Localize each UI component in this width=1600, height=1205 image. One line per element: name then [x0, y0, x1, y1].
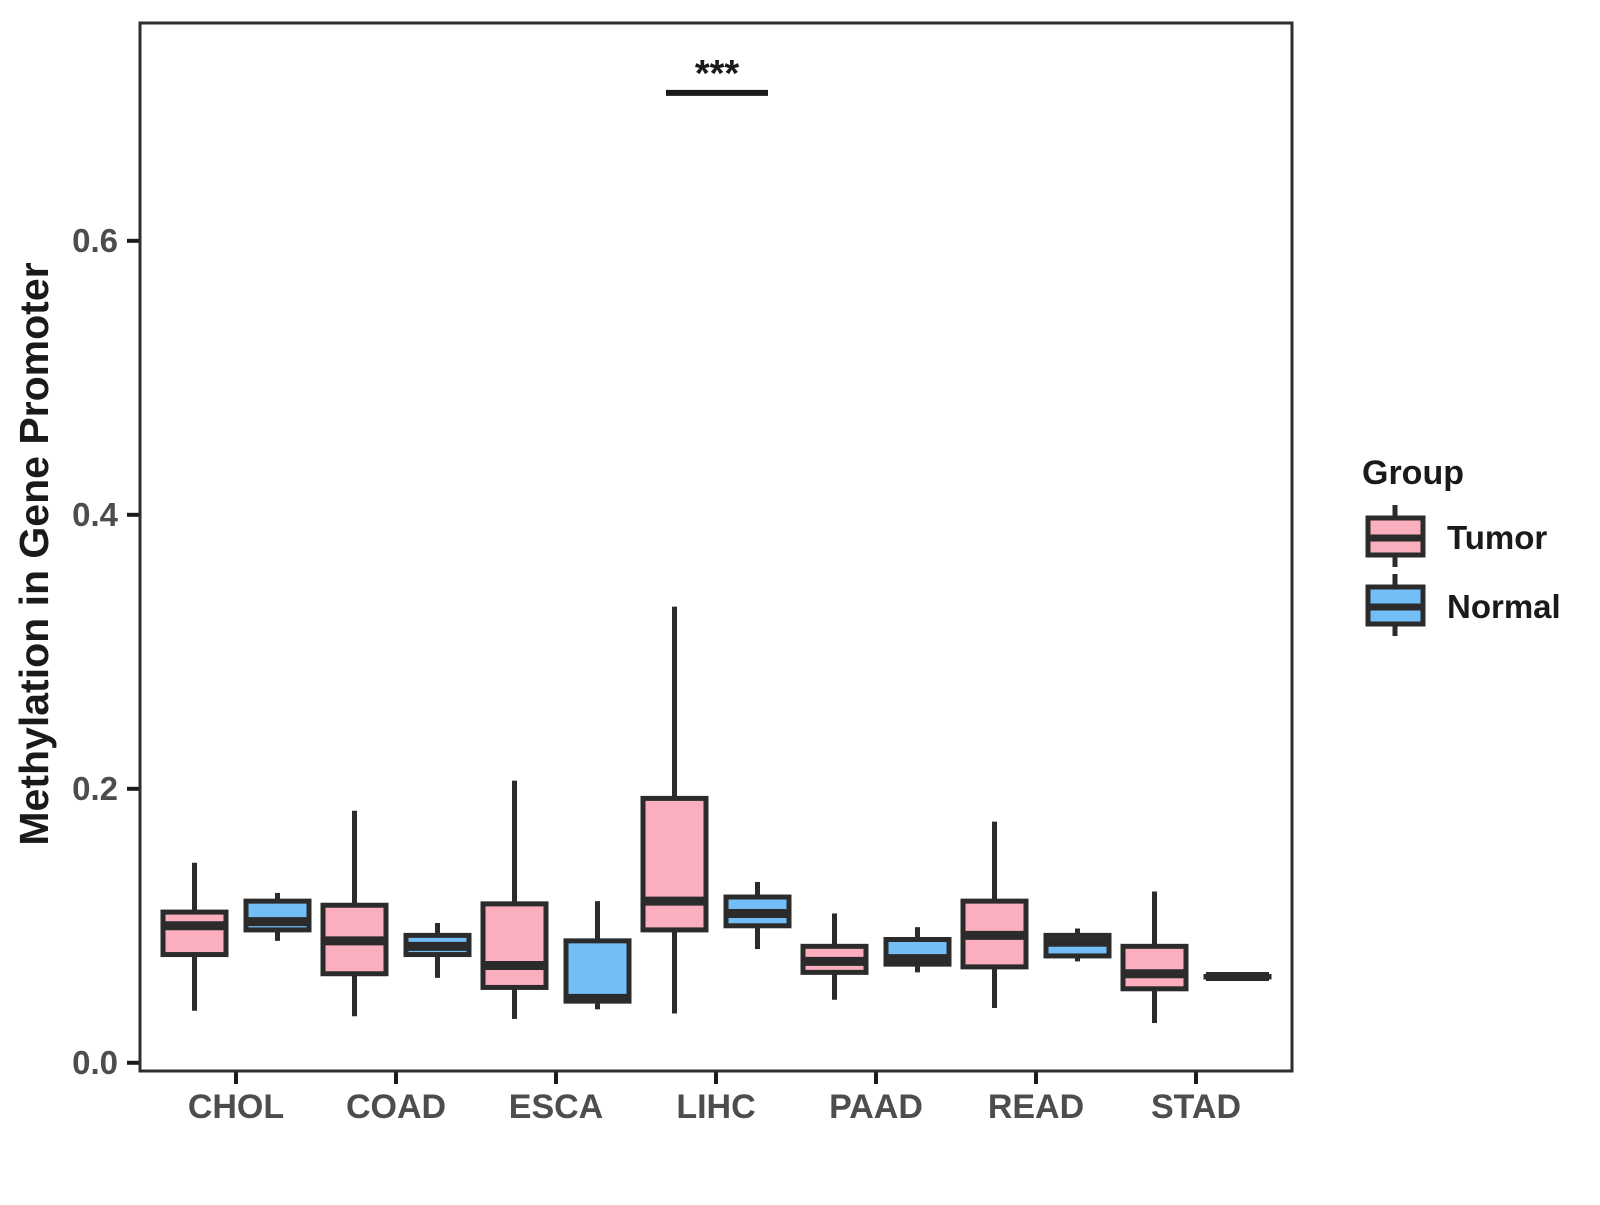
box-stad-tumor	[1120, 891, 1189, 1024]
legend: Group Tumor Normal	[1362, 454, 1561, 636]
y-tick-label: 0.2	[72, 770, 118, 807]
y-tick-label: 0.0	[72, 1044, 118, 1081]
x-tick-label: LIHC	[676, 1088, 755, 1126]
box-stad-normal	[1203, 971, 1272, 981]
y-tick-label: 0.4	[72, 496, 119, 533]
box-esca-normal	[563, 901, 632, 1010]
box-paad-normal	[883, 927, 952, 973]
box-lihc-tumor	[640, 606, 709, 1014]
iqr-box	[480, 901, 549, 990]
legend-normal-label: Normal	[1447, 588, 1561, 625]
y-tick-label: 0.6	[72, 222, 118, 259]
box-esca-tumor	[480, 780, 549, 1019]
panel-border	[138, 21, 1294, 1073]
box-coad-normal	[403, 923, 472, 978]
legend-title: Group	[1362, 454, 1464, 492]
x-tick-label: READ	[988, 1088, 1084, 1126]
iqr-box	[160, 909, 229, 958]
box-coad-tumor	[320, 810, 389, 1017]
significance-annotation: ***	[666, 53, 768, 96]
box-lihc-normal	[723, 881, 792, 950]
iqr-box	[563, 938, 632, 1004]
iqr-box	[1120, 943, 1189, 992]
box-read-tumor	[960, 821, 1029, 1008]
box-read-normal	[1043, 928, 1112, 962]
legend-entry-tumor: Tumor	[1365, 505, 1547, 567]
x-tick-label: CHOL	[188, 1088, 284, 1126]
boxplot-layer	[160, 606, 1272, 1024]
x-tick-label: ESCA	[509, 1088, 603, 1126]
x-tick-label: STAD	[1151, 1088, 1241, 1126]
legend-tumor-label: Tumor	[1447, 519, 1547, 556]
box-paad-tumor	[800, 913, 869, 1000]
y-axis: 0.0 0.2 0.4 0.6	[72, 222, 140, 1081]
x-tick-label: COAD	[346, 1088, 446, 1126]
box-chol-normal	[243, 892, 312, 941]
box-chol-tumor	[160, 862, 229, 1011]
x-tick-label: PAAD	[829, 1088, 923, 1126]
y-axis-title: Methylation in Gene Promoter	[11, 262, 57, 845]
legend-entry-normal: Normal	[1365, 574, 1561, 636]
significance-stars: ***	[695, 53, 740, 95]
iqr-box	[640, 795, 709, 933]
x-axis: CHOL COAD ESCA LIHC PAAD READ STAD	[188, 1071, 1241, 1126]
